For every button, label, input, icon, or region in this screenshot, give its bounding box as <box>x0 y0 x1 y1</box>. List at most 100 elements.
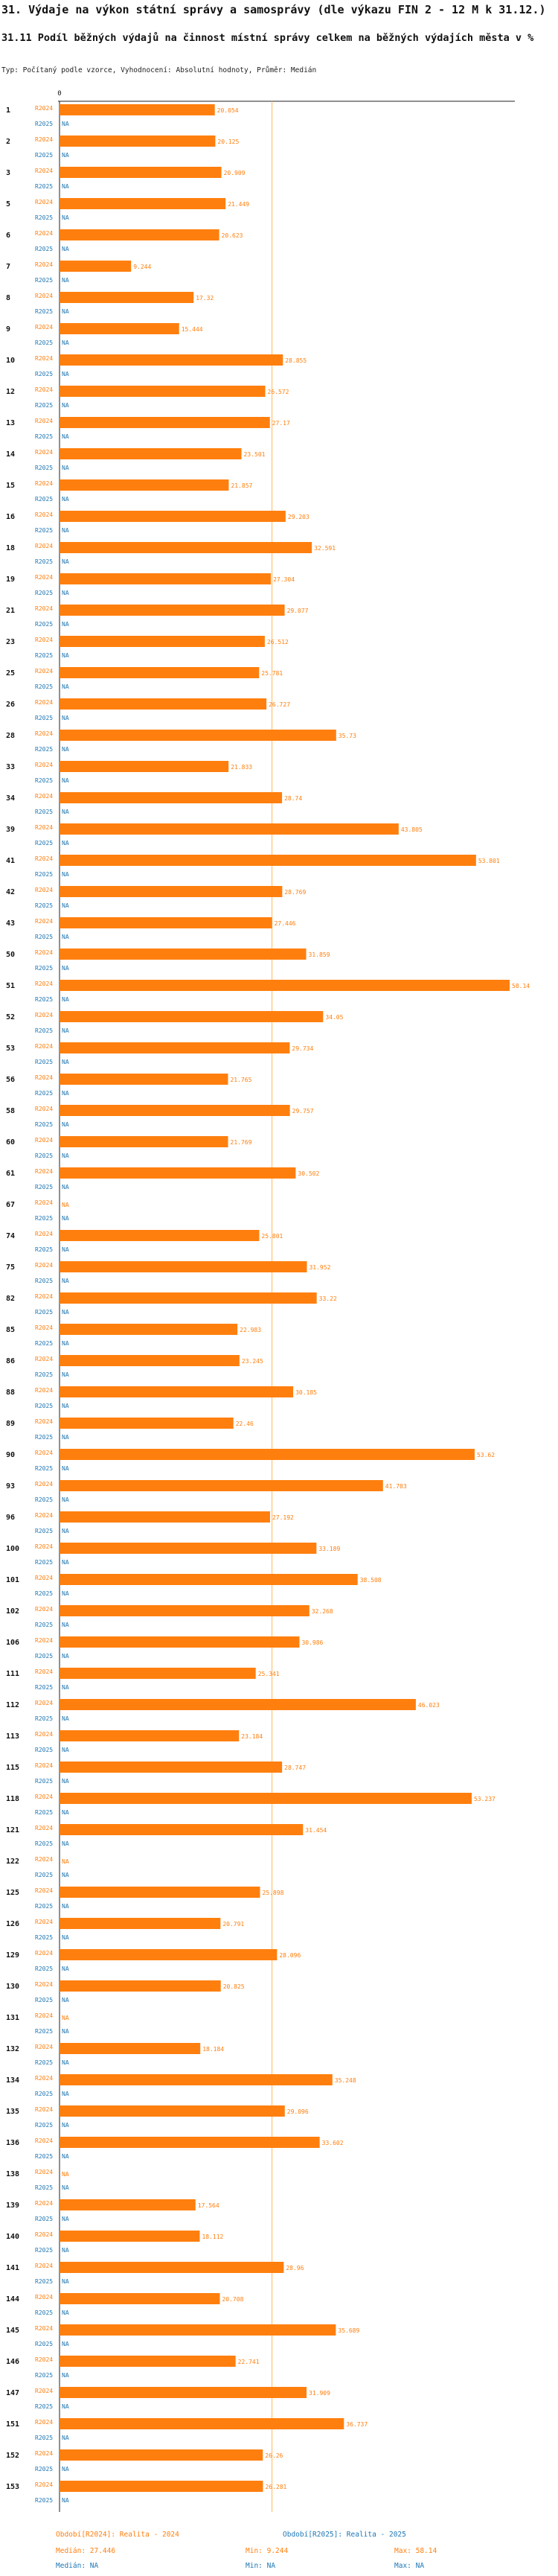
category-label: 61 <box>6 1170 15 1178</box>
na-label-r2025: NA <box>62 308 69 315</box>
series-label-r2024: R2024 <box>35 1324 53 1331</box>
data-label-r2024: 21.765 <box>230 1077 251 1083</box>
bar-r2024 <box>60 1167 296 1179</box>
bar-r2024 <box>60 448 242 459</box>
series-label-r2025: R2025 <box>35 840 53 847</box>
data-label-r2024: 26.512 <box>267 639 289 645</box>
series-label-r2025: R2025 <box>35 402 53 409</box>
series-label-r2025: R2025 <box>35 1559 53 1566</box>
series-label-r2025: R2025 <box>35 652 53 659</box>
data-label-r2024: 27.17 <box>272 420 290 427</box>
data-label-r2024: 20.708 <box>222 2296 243 2303</box>
na-label-r2025: NA <box>62 1528 69 1534</box>
chart-type-line: Typ: Počítaný podle vzorce, Vyhodnocení:… <box>1 66 317 74</box>
series-label-r2024: R2024 <box>35 511 53 518</box>
series-label-r2024: R2024 <box>35 2137 53 2144</box>
series-label-r2025: R2025 <box>35 2184 53 2191</box>
category-label: 42 <box>6 888 15 896</box>
data-label-r2024: 25.898 <box>262 1890 283 1896</box>
bar-r2024 <box>60 1292 317 1304</box>
bar-r2024 <box>60 605 285 616</box>
na-label-r2025: NA <box>62 1496 69 1503</box>
series-label-r2025: R2025 <box>35 1840 53 1847</box>
series-label-r2025: R2025 <box>35 1934 53 1941</box>
bar-r2024 <box>60 386 266 397</box>
series-label-r2024: R2024 <box>35 1794 53 1800</box>
bar-r2024 <box>60 949 307 960</box>
category-label: 118 <box>6 1795 19 1803</box>
series-label-r2025: R2025 <box>35 2091 53 2097</box>
na-label-r2025: NA <box>62 2403 69 2410</box>
na-label-r2025: NA <box>62 1934 69 1941</box>
category-label: 56 <box>6 1076 15 1084</box>
series-label-r2024: R2024 <box>35 981 53 987</box>
na-label-r2025: NA <box>62 1184 69 1190</box>
series-label-r2025: R2025 <box>35 934 53 940</box>
na-label-r2025: NA <box>62 277 69 284</box>
series-label-r2025: R2025 <box>35 1528 53 1534</box>
na-label-r2025: NA <box>62 965 69 972</box>
bar-r2024 <box>60 1887 260 1898</box>
series-label-r2024: R2024 <box>35 386 53 393</box>
category-label: 93 <box>6 1482 15 1491</box>
bar-r2024 <box>60 1574 358 1585</box>
bar-r2024 <box>60 1949 278 1960</box>
na-label-r2025: NA <box>62 996 69 1003</box>
series-label-r2024: R2024 <box>35 418 53 424</box>
data-label-r2024: 32.591 <box>314 545 336 552</box>
na-label-r2025: NA <box>62 2122 69 2129</box>
series-label-r2025: R2025 <box>35 2403 53 2410</box>
series-label-r2025: R2025 <box>35 121 53 127</box>
na-label-r2024: NA <box>62 2015 69 2021</box>
bar-r2024 <box>60 198 226 209</box>
data-label-r2024: 31.952 <box>309 1264 330 1271</box>
series-label-r2024: R2024 <box>35 762 53 768</box>
series-label-r2025: R2025 <box>35 2341 53 2347</box>
na-label-r2025: NA <box>62 1590 69 1597</box>
na-label-r2025: NA <box>62 2216 69 2222</box>
bar-r2024 <box>60 1011 324 1022</box>
bar-r2024 <box>60 1230 260 1241</box>
bar-r2024 <box>60 323 179 334</box>
series-label-r2025: R2025 <box>35 2309 53 2316</box>
series-label-r2025: R2025 <box>35 1715 53 1722</box>
category-label: 141 <box>6 2264 19 2272</box>
series-label-r2025: R2025 <box>35 1027 53 1034</box>
data-label-r2024: 29.096 <box>287 2108 309 2115</box>
data-label-r2024: 46.023 <box>418 1702 440 1709</box>
series-label-r2024: R2024 <box>35 1418 53 1425</box>
series-label-r2025: R2025 <box>35 965 53 972</box>
category-label: 151 <box>6 2420 19 2429</box>
na-label-r2025: NA <box>62 590 69 596</box>
series-label-r2025: R2025 <box>35 1997 53 2003</box>
bar-r2024 <box>60 2356 236 2367</box>
series-label-r2024: R2024 <box>35 918 53 925</box>
series-label-r2025: R2025 <box>35 1340 53 1347</box>
na-label-r2025: NA <box>62 214 69 221</box>
na-label-r2025: NA <box>62 2028 69 2035</box>
category-label: 6 <box>6 232 10 240</box>
series-label-r2025: R2025 <box>35 465 53 471</box>
series-label-r2024: R2024 <box>35 1356 53 1362</box>
bar-r2024 <box>60 2074 333 2085</box>
series-label-r2024: R2024 <box>35 1919 53 1925</box>
category-label: 146 <box>6 2358 19 2366</box>
bar-r2024 <box>60 917 272 928</box>
category-label: 3 <box>6 169 10 177</box>
na-label-r2025: NA <box>62 1872 69 1878</box>
na-label-r2025: NA <box>62 2153 69 2160</box>
category-label: 129 <box>6 1951 19 1960</box>
bar-r2024 <box>60 698 267 710</box>
category-label: 16 <box>6 513 15 521</box>
category-label: 23 <box>6 638 15 646</box>
na-label-r2025: NA <box>62 777 69 784</box>
na-label-r2025: NA <box>62 527 69 534</box>
series-label-r2024: R2024 <box>35 1950 53 1957</box>
series-label-r2024: R2024 <box>35 2450 53 2457</box>
legend-r2025-min: Min: NA <box>246 2562 276 2570</box>
series-label-r2024: R2024 <box>35 1637 53 1644</box>
data-label-r2024: 27.192 <box>272 1514 294 1521</box>
category-label: 10 <box>6 357 15 365</box>
bar-r2024 <box>60 2231 200 2242</box>
bar-r2024 <box>60 104 215 115</box>
